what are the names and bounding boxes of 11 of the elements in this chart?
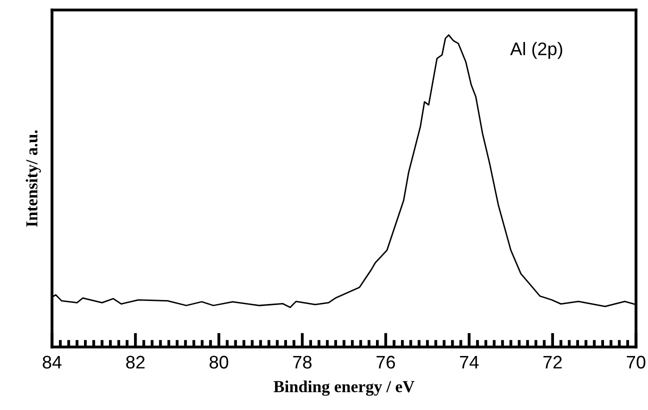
x-tick-label: 84 [42,356,62,369]
x-tick-label: 70 [626,356,646,369]
x-axis-title: Binding energy / eV [274,380,414,396]
y-axis-title: Intensity/ a.u. [26,130,41,227]
x-tick-label: 76 [376,356,395,369]
x-tick-label: 82 [126,356,145,369]
x-tick-label: 80 [210,356,228,369]
x-tick-label: 72 [543,356,562,368]
annotation: Al (2p) [510,42,562,59]
x-tick-label: 78 [293,356,312,369]
x-tick-label: 74 [460,356,479,368]
